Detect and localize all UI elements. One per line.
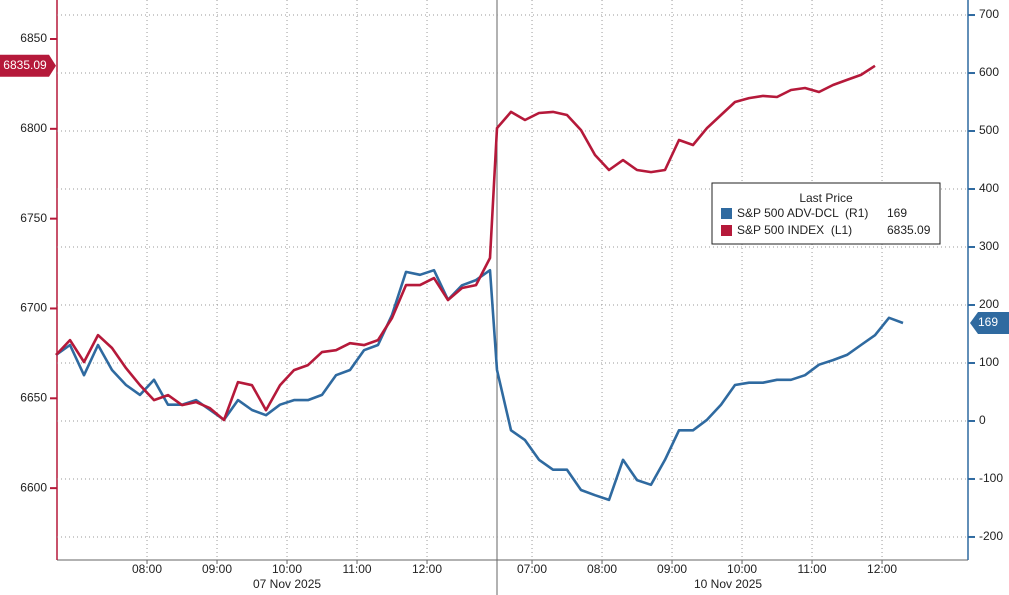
legend-swatch: [721, 225, 732, 236]
x-tick-label: 12:00: [867, 562, 897, 576]
date-label: 07 Nov 2025: [253, 577, 321, 591]
y-tick-label: 6700: [20, 301, 47, 315]
y2-tick-label: 0: [979, 413, 986, 427]
x-tick-label: 12:00: [412, 562, 442, 576]
last-value-label: 169: [978, 315, 998, 329]
legend-title: Last Price: [799, 191, 853, 205]
last-value-label: 6835.09: [3, 58, 47, 72]
last-value-badge: [0, 54, 56, 77]
x-tick-label: 09:00: [202, 562, 232, 576]
y2-tick-label: 200: [979, 297, 999, 311]
x-tick-label: 10:00: [727, 562, 757, 576]
legend-label: S&P 500 INDEX (L1): [737, 223, 852, 237]
y2-tick-label: -100: [979, 471, 1003, 485]
x-tick-label: 11:00: [342, 562, 371, 576]
y2-tick-label: 500: [979, 123, 999, 137]
legend: Last Price S&P 500 ADV-DCL (R1) 169 S&P 50…: [711, 182, 941, 245]
x-tick-label: 08:00: [132, 562, 162, 576]
y-tick-label: 6800: [20, 121, 47, 135]
y2-tick-label: 700: [979, 7, 999, 21]
x-tick-label: 07:00: [517, 562, 547, 576]
last-value-badge: [970, 311, 1009, 334]
x-tick-label: 09:00: [657, 562, 687, 576]
legend-value: 169: [887, 206, 907, 220]
x-tick-label: 11:00: [797, 562, 826, 576]
y2-tick-label: 300: [979, 239, 999, 253]
legend-box: [711, 182, 941, 245]
y2-tick-label: 100: [979, 355, 999, 369]
y-tick-label: 6750: [20, 211, 47, 225]
y2-tick-label: 400: [979, 181, 999, 195]
series-line: [55, 64, 876, 422]
legend-value: 6835.09: [887, 223, 931, 237]
y-tick-label: 6850: [20, 31, 47, 45]
y-tick-label: 6600: [20, 480, 47, 494]
plot-area: [55, 0, 968, 560]
y2-tick-label: 600: [979, 65, 999, 79]
legend-swatch: [721, 208, 732, 219]
legend-label: S&P 500 ADV-DCL (R1): [737, 206, 868, 220]
x-tick-label: 10:00: [272, 562, 302, 576]
y2-tick-label: -200: [979, 529, 1003, 543]
x-tick-label: 08:00: [587, 562, 617, 576]
date-label: 10 Nov 2025: [694, 577, 762, 591]
y-tick-label: 6650: [20, 390, 47, 404]
